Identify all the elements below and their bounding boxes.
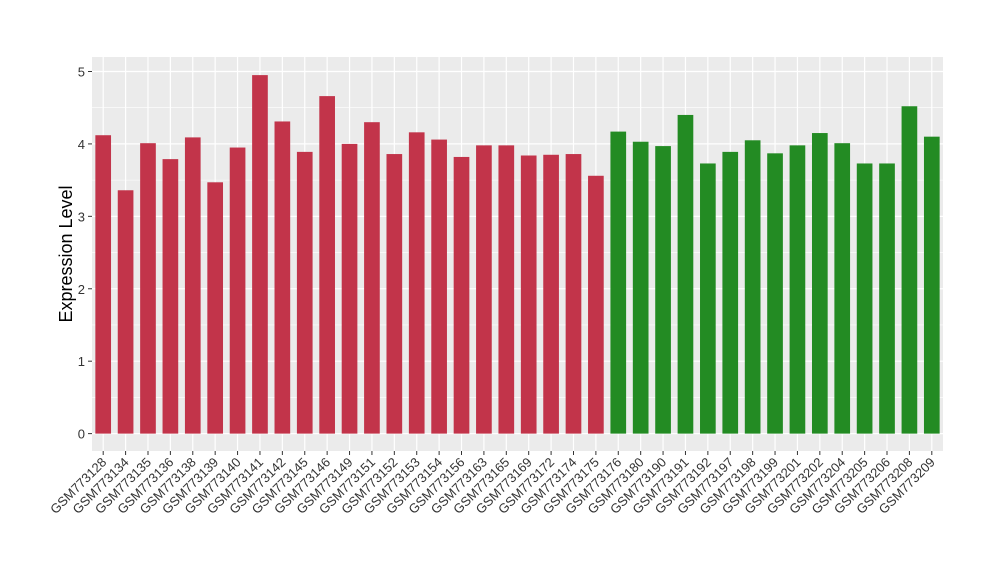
bar-GSM773192 <box>700 163 716 434</box>
bar-GSM773163 <box>476 145 492 434</box>
bar-GSM773139 <box>207 182 224 434</box>
bar-GSM773199 <box>767 153 783 434</box>
bar-GSM773146 <box>319 96 335 434</box>
bar-GSM773197 <box>722 151 739 434</box>
y-axis: 0 1 2 3 4 5 <box>78 64 92 442</box>
x-axis: GSM773128GSM773134GSM773135GSM773136GSM7… <box>47 451 938 517</box>
y-axis-title: Expression Level <box>56 185 76 322</box>
bar-GSM773180 <box>632 141 649 434</box>
bar-GSM773202 <box>811 133 828 434</box>
y-tick-label: 2 <box>78 282 85 297</box>
bar-GSM773156 <box>453 156 470 434</box>
bar-GSM773136 <box>162 159 179 434</box>
bar-GSM773169 <box>520 155 537 434</box>
bar-GSM773151 <box>364 122 380 434</box>
bar-GSM773209 <box>923 136 940 434</box>
bar-GSM773134 <box>117 190 134 434</box>
bar-GSM773165 <box>498 145 515 434</box>
y-tick-label: 4 <box>78 137 85 152</box>
y-tick-label: 1 <box>78 354 85 369</box>
bar-GSM773138 <box>184 137 201 434</box>
y-tick-label: 0 <box>78 427 85 442</box>
bar-GSM773140 <box>229 147 246 434</box>
y-tick-label: 3 <box>78 209 85 224</box>
bar-GSM773149 <box>341 143 358 434</box>
bar-GSM773172 <box>543 154 559 434</box>
bar-GSM773174 <box>565 154 582 434</box>
bar-GSM773206 <box>879 163 895 434</box>
bar-GSM773198 <box>744 140 761 434</box>
bar-GSM773204 <box>834 143 851 434</box>
bar-GSM773208 <box>901 106 918 434</box>
bar-GSM773154 <box>431 139 447 434</box>
bar-GSM773190 <box>655 146 671 434</box>
bar-GSM773175 <box>588 175 604 434</box>
bar-GSM773142 <box>274 121 291 434</box>
bar-GSM773135 <box>140 143 156 434</box>
bar-GSM773152 <box>386 154 403 434</box>
bar-GSM773176 <box>610 131 627 434</box>
y-tick-label: 5 <box>78 64 85 79</box>
bar-GSM773153 <box>408 132 425 434</box>
bar-GSM773205 <box>856 163 873 434</box>
bars <box>95 75 940 434</box>
bar-GSM773201 <box>789 145 806 434</box>
bar-GSM773128 <box>95 135 112 434</box>
bar-GSM773145 <box>296 151 313 434</box>
bar-GSM773191 <box>677 114 694 434</box>
bar-GSM773141 <box>252 75 268 434</box>
